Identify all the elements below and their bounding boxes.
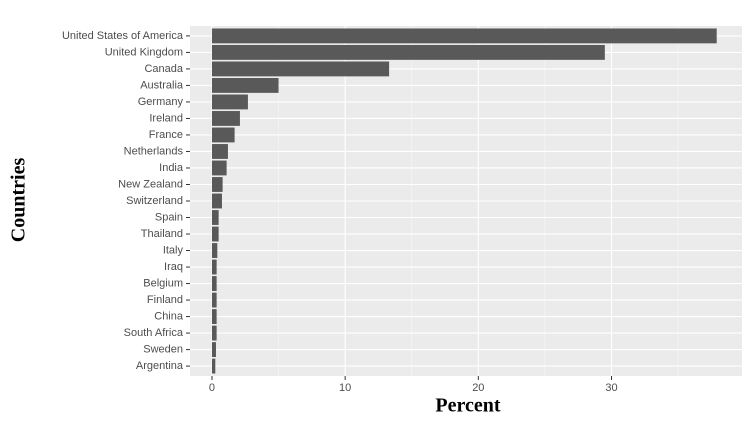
bar: [211, 160, 227, 176]
bar: [211, 177, 223, 192]
bar: [211, 276, 217, 291]
y-tick-label: Spain: [155, 211, 183, 223]
y-tick-label: South Africa: [124, 327, 184, 339]
y-tick-label: Sweden: [143, 343, 183, 355]
bar: [211, 325, 217, 341]
bar: [211, 342, 216, 358]
y-tick-label: United States of America: [62, 30, 184, 42]
bar: [211, 44, 605, 60]
x-tick-label: 10: [339, 382, 351, 394]
y-tick-label: New Zealand: [118, 178, 183, 190]
y-tick-label: Switzerland: [126, 195, 183, 207]
y-tick-label: Germany: [138, 96, 184, 108]
bar: [211, 226, 219, 242]
bar: [211, 358, 216, 374]
y-tick-label: France: [149, 129, 183, 141]
y-tick-label: Iraq: [164, 261, 183, 273]
y-tick-label: Finland: [147, 294, 183, 306]
bar: [211, 259, 217, 275]
bar: [211, 193, 222, 209]
bar: [211, 309, 217, 324]
y-tick-label: Ireland: [149, 112, 183, 124]
y-axis-title: Countries: [8, 158, 30, 243]
y-tick-label: Canada: [144, 63, 183, 75]
bar: [211, 78, 279, 93]
x-tick-label: 20: [472, 382, 484, 394]
bar: [211, 28, 717, 44]
bar: [211, 94, 248, 110]
bar: [211, 210, 219, 225]
y-tick-label: Italy: [163, 244, 184, 256]
y-tick-label: Thailand: [141, 228, 183, 240]
y-tick-label: China: [154, 310, 184, 322]
x-axis-title: Percent: [435, 395, 500, 417]
y-tick-label: Argentina: [136, 360, 184, 372]
bar: [211, 127, 235, 143]
bar: [211, 292, 217, 308]
x-tick-label: 30: [605, 382, 617, 394]
y-tick-label: Belgium: [143, 277, 183, 289]
bar: [211, 61, 390, 77]
y-tick-label: United Kingdom: [105, 46, 183, 58]
bar: [211, 111, 240, 126]
y-tick-label: India: [159, 162, 184, 174]
bar: [211, 144, 228, 159]
bar: [211, 243, 218, 258]
x-tick-label: 0: [209, 382, 215, 394]
y-tick-label: Netherlands: [124, 145, 184, 157]
y-tick-label: Australia: [140, 79, 184, 91]
